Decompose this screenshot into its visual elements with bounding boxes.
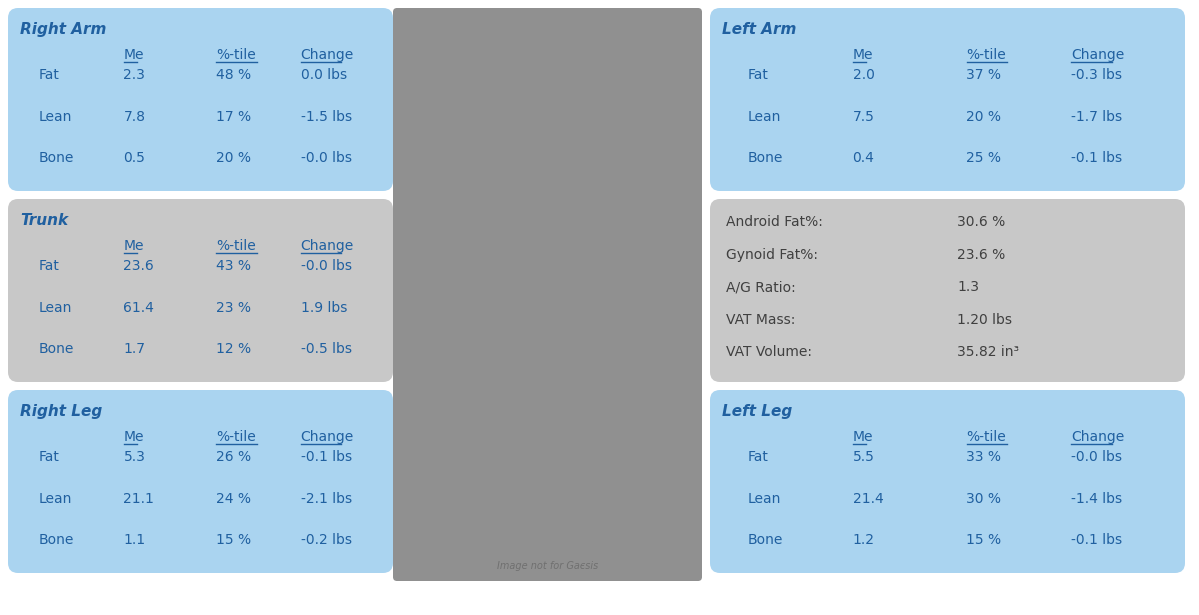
Text: -0.3 lbs: -0.3 lbs [1071, 68, 1122, 82]
Text: Lean: Lean [748, 109, 782, 124]
Text: -1.7 lbs: -1.7 lbs [1071, 109, 1122, 124]
Text: Change: Change [1071, 48, 1125, 62]
Text: -1.4 lbs: -1.4 lbs [1071, 491, 1122, 506]
Text: 23 %: 23 % [216, 301, 251, 315]
Text: 0.5: 0.5 [123, 151, 145, 165]
Text: Change: Change [301, 48, 354, 62]
Text: Gynoid Fat%:: Gynoid Fat%: [727, 248, 818, 261]
FancyBboxPatch shape [710, 8, 1185, 191]
Text: 20 %: 20 % [216, 151, 251, 165]
Text: Me: Me [123, 430, 144, 444]
Text: 1.9 lbs: 1.9 lbs [301, 301, 347, 315]
Text: Fat: Fat [38, 68, 60, 82]
Text: 43 %: 43 % [216, 259, 251, 273]
Text: 1.1: 1.1 [123, 533, 145, 547]
Text: 17 %: 17 % [216, 109, 251, 124]
Text: 21.4: 21.4 [852, 491, 884, 506]
FancyBboxPatch shape [8, 8, 393, 191]
Text: 12 %: 12 % [216, 343, 251, 356]
Text: 1.3: 1.3 [957, 280, 980, 294]
Text: 23.6: 23.6 [123, 259, 155, 273]
Text: Bone: Bone [38, 343, 74, 356]
Text: 33 %: 33 % [966, 450, 1001, 464]
Text: VAT Volume:: VAT Volume: [727, 346, 812, 359]
Text: -0.1 lbs: -0.1 lbs [1071, 151, 1122, 165]
Text: %-tile: %-tile [966, 48, 1006, 62]
Text: Bone: Bone [748, 151, 783, 165]
Text: Fat: Fat [38, 259, 60, 273]
Text: A/G Ratio:: A/G Ratio: [727, 280, 796, 294]
Text: 1.2: 1.2 [852, 533, 874, 547]
Text: 1.7: 1.7 [123, 343, 145, 356]
Text: -1.5 lbs: -1.5 lbs [301, 109, 351, 124]
FancyBboxPatch shape [710, 199, 1185, 382]
Text: 20 %: 20 % [966, 109, 1001, 124]
Text: Fat: Fat [38, 450, 60, 464]
Text: -0.0 lbs: -0.0 lbs [1071, 450, 1122, 464]
Text: 30.6 %: 30.6 % [957, 215, 1005, 229]
FancyBboxPatch shape [710, 390, 1185, 573]
Text: Image not for Gaєѕis: Image not for Gaєѕis [496, 561, 598, 571]
Text: Lean: Lean [38, 301, 72, 315]
Text: Me: Me [123, 48, 144, 62]
Text: 7.8: 7.8 [123, 109, 145, 124]
Text: -0.0 lbs: -0.0 lbs [301, 259, 351, 273]
Text: -0.5 lbs: -0.5 lbs [301, 343, 351, 356]
Text: Change: Change [301, 239, 354, 253]
Text: %-tile: %-tile [966, 430, 1006, 444]
Text: Lean: Lean [748, 491, 782, 506]
FancyBboxPatch shape [393, 8, 701, 581]
Text: %-tile: %-tile [216, 239, 255, 253]
Text: Bone: Bone [748, 533, 783, 547]
Text: 5.3: 5.3 [123, 450, 145, 464]
Text: 0.4: 0.4 [852, 151, 874, 165]
Text: 1.20 lbs: 1.20 lbs [957, 313, 1012, 327]
Text: 24 %: 24 % [216, 491, 251, 506]
Text: 5.5: 5.5 [852, 450, 874, 464]
Text: 2.3: 2.3 [123, 68, 145, 82]
Text: Change: Change [1071, 430, 1125, 444]
Text: Right Leg: Right Leg [20, 404, 102, 419]
Text: 21.1: 21.1 [123, 491, 155, 506]
Text: Right Arm: Right Arm [20, 22, 107, 37]
Text: 15 %: 15 % [966, 533, 1001, 547]
Text: 2.0: 2.0 [852, 68, 874, 82]
Text: 61.4: 61.4 [123, 301, 155, 315]
Text: Left Arm: Left Arm [722, 22, 796, 37]
Text: Me: Me [852, 48, 873, 62]
Text: 0.0 lbs: 0.0 lbs [301, 68, 347, 82]
Text: 23.6 %: 23.6 % [957, 248, 1005, 261]
FancyBboxPatch shape [8, 390, 393, 573]
Text: %-tile: %-tile [216, 48, 255, 62]
Text: Fat: Fat [748, 68, 769, 82]
FancyBboxPatch shape [8, 199, 393, 382]
Text: -2.1 lbs: -2.1 lbs [301, 491, 351, 506]
Text: Bone: Bone [38, 151, 74, 165]
Text: VAT Mass:: VAT Mass: [727, 313, 795, 327]
Text: -0.1 lbs: -0.1 lbs [301, 450, 351, 464]
Text: 15 %: 15 % [216, 533, 251, 547]
Text: Left Leg: Left Leg [722, 404, 793, 419]
Text: 35.82 in³: 35.82 in³ [957, 346, 1019, 359]
Text: -0.0 lbs: -0.0 lbs [301, 151, 351, 165]
Text: -0.1 lbs: -0.1 lbs [1071, 533, 1122, 547]
Text: 30 %: 30 % [966, 491, 1001, 506]
Text: Lean: Lean [38, 491, 72, 506]
Text: Bone: Bone [38, 533, 74, 547]
Text: 25 %: 25 % [966, 151, 1001, 165]
Text: 26 %: 26 % [216, 450, 251, 464]
Text: Me: Me [123, 239, 144, 253]
Text: Me: Me [852, 430, 873, 444]
Text: -0.2 lbs: -0.2 lbs [301, 533, 351, 547]
Text: Fat: Fat [748, 450, 769, 464]
Text: Android Fat%:: Android Fat%: [727, 215, 823, 229]
Text: Change: Change [301, 430, 354, 444]
Text: %-tile: %-tile [216, 430, 255, 444]
Text: 7.5: 7.5 [852, 109, 874, 124]
Text: 37 %: 37 % [966, 68, 1001, 82]
Text: Lean: Lean [38, 109, 72, 124]
Text: 48 %: 48 % [216, 68, 251, 82]
Text: Trunk: Trunk [20, 213, 68, 228]
